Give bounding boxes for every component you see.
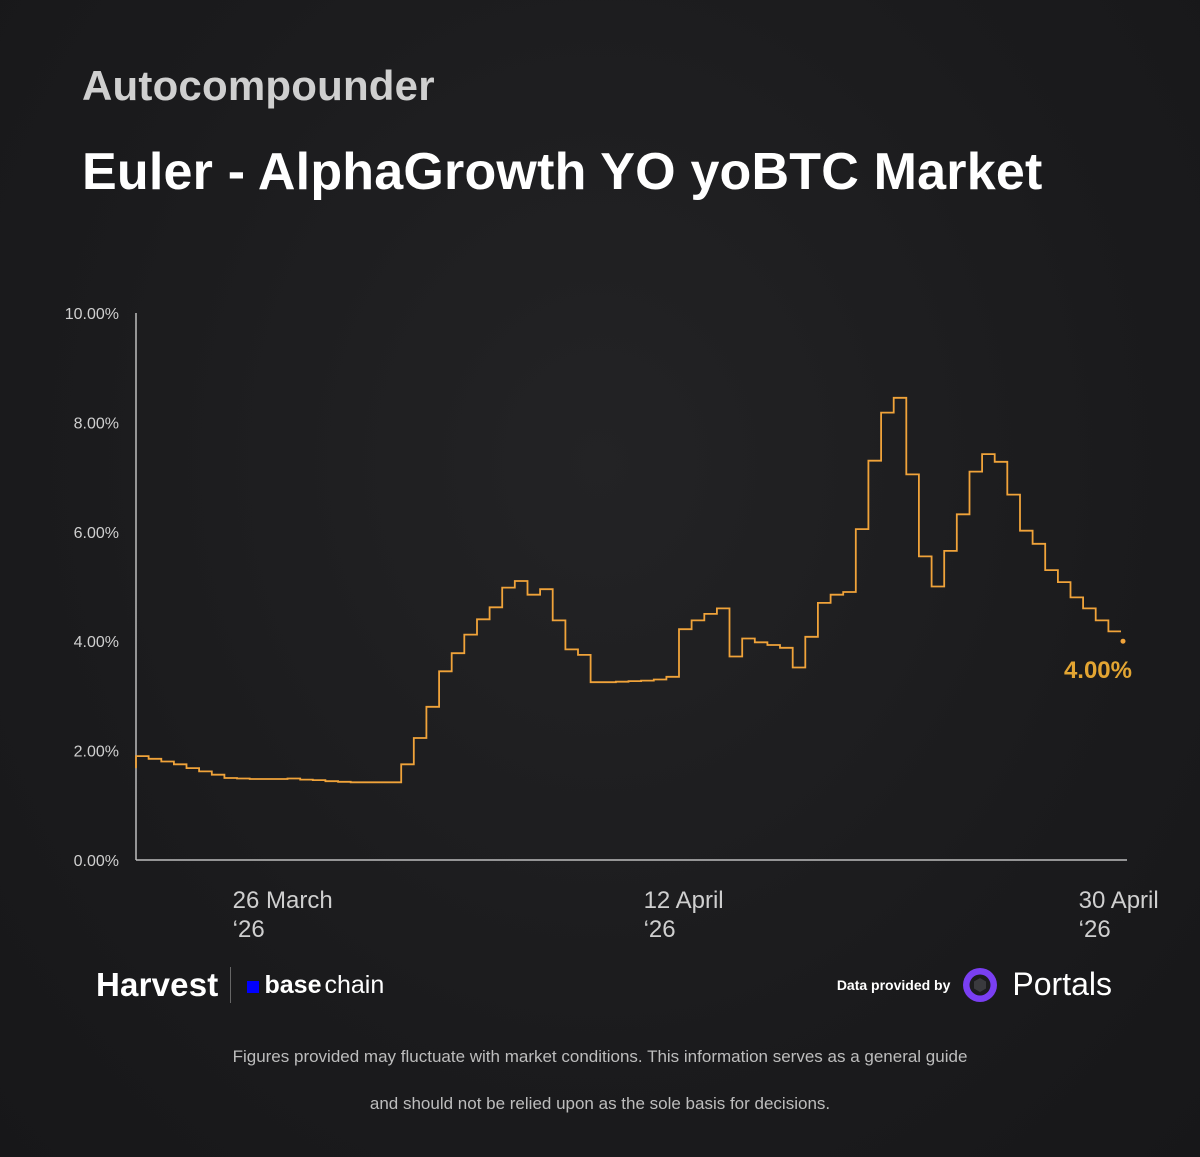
x-tick-date: 26 March (233, 887, 333, 914)
data-provider: Data provided by Portals (837, 966, 1112, 1003)
y-axis-ticks: 0.00% 2.00% 4.00% 6.00% 8.00% 10.00% (65, 306, 119, 870)
brand-divider (230, 967, 232, 1003)
x-tick-label: 30 April‘26 (1079, 887, 1159, 943)
x-tick-label: 12 April‘26 (644, 887, 724, 943)
y-tick-label: 8.00% (74, 415, 119, 432)
x-tick-year: ‘26 (644, 916, 676, 943)
harvest-branding: Harvest base chain (96, 966, 384, 1004)
data-provided-by-label: Data provided by (836, 976, 951, 993)
y-tick-label: 4.00% (74, 634, 119, 651)
x-tick-label: 26 March‘26 (233, 887, 333, 943)
y-tick-label: 0.00% (74, 853, 119, 870)
x-tick-year: ‘26 (1079, 916, 1111, 943)
page-subtitle: Autocompounder (82, 62, 435, 109)
x-tick-date: 12 April (644, 887, 724, 914)
disclaimer-line-2: and should not be relied upon as the sol… (369, 1094, 831, 1113)
apy-chart: 0.00% 2.00% 4.00% 6.00% 8.00% 10.00% 26 March… (65, 306, 1159, 943)
last-value-label: 4.00% (1064, 657, 1132, 684)
portals-logo-icon (963, 967, 998, 1002)
harvest-logo: Harvest (96, 966, 219, 1003)
chart-series (135, 396, 1126, 784)
chart-axes (135, 313, 1127, 861)
y-tick-label: 2.00% (74, 744, 119, 761)
y-tick-label: 6.00% (74, 525, 119, 542)
y-tick-label: 10.00% (65, 306, 119, 323)
portals-logo-word: Portals (1012, 966, 1112, 1002)
page-title: Euler - AlphaGrowth YO yoBTC Market (82, 143, 1043, 201)
disclaimer-line-1: Figures provided may fluctuate with mark… (232, 1047, 968, 1066)
last-value-point (1120, 638, 1126, 644)
x-tick-year: ‘26 (233, 916, 265, 943)
series-line (135, 396, 1121, 784)
base-square-icon (247, 981, 260, 993)
base-logo-word: base (264, 970, 322, 999)
x-tick-date: 30 April (1079, 887, 1159, 914)
chain-logo-word: chain (324, 970, 385, 999)
